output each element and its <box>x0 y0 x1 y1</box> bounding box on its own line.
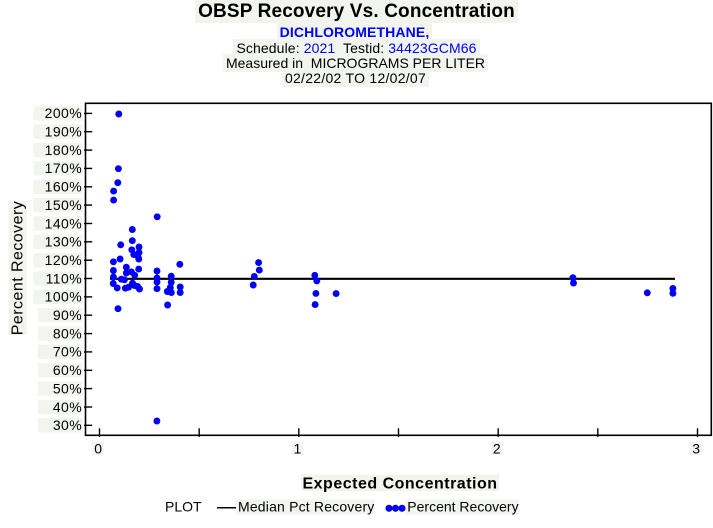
svg-text:Percent Recovery: Percent Recovery <box>407 499 518 515</box>
svg-text:140%: 140% <box>45 215 83 231</box>
svg-text:2: 2 <box>493 441 501 457</box>
svg-text:70%: 70% <box>53 344 82 360</box>
svg-text:160%: 160% <box>45 179 83 195</box>
svg-text:Median Pct Recovery: Median Pct Recovery <box>238 499 374 515</box>
svg-text:Percent Recovery: Percent Recovery <box>10 201 27 335</box>
svg-text:Expected Concentration: Expected Concentration <box>302 476 497 493</box>
svg-text:0: 0 <box>94 441 102 457</box>
svg-text:180%: 180% <box>45 142 83 158</box>
svg-text:100%: 100% <box>45 289 83 305</box>
svg-text:110%: 110% <box>46 270 83 286</box>
svg-text:30%: 30% <box>53 417 82 433</box>
svg-text:PLOT: PLOT <box>165 499 202 515</box>
svg-text:170%: 170% <box>45 160 83 176</box>
svg-text:1: 1 <box>294 441 302 457</box>
svg-text:60%: 60% <box>53 362 82 378</box>
svg-text:130%: 130% <box>45 234 83 250</box>
svg-text:200%: 200% <box>45 105 83 121</box>
svg-text:90%: 90% <box>53 307 82 323</box>
svg-text:50%: 50% <box>53 380 82 396</box>
svg-text:40%: 40% <box>53 399 82 415</box>
svg-text:150%: 150% <box>45 197 83 213</box>
svg-text:190%: 190% <box>45 124 83 140</box>
svg-text:120%: 120% <box>45 252 83 268</box>
svg-text:80%: 80% <box>53 325 82 341</box>
svg-text:3: 3 <box>692 441 700 457</box>
